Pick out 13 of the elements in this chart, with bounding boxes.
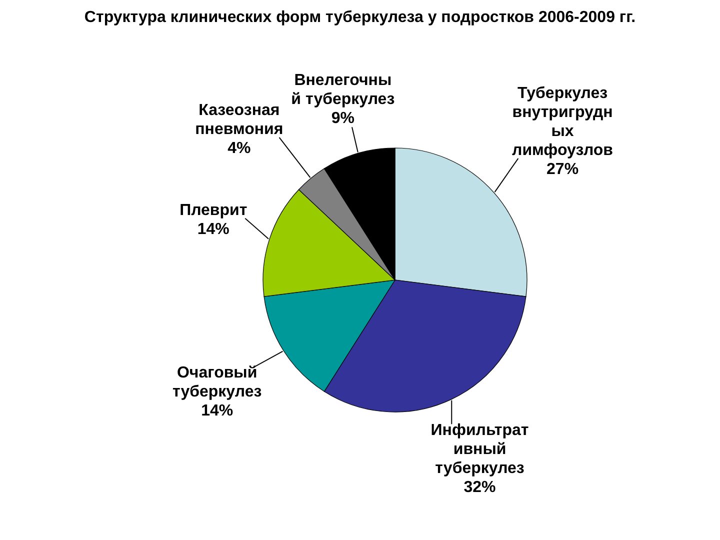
data-label: 14% [201,402,234,420]
data-label: 27% [546,160,579,178]
data-label: 4% [228,140,251,157]
data-label: 9% [331,110,354,128]
slice-label: Плеврит [180,202,248,219]
slice-label: Внелегочны й туберкулез [291,72,395,108]
slice-label: Инфильтрат ивный туберкулез [430,422,529,478]
data-label: 14% [197,220,230,238]
slice-label: Очаговый туберкулез [172,364,262,400]
slice-label: Туберкулез внутригрудн ых лимфоузлов [512,84,614,159]
chart-title: Структура клинических форм туберкулеза у подростков 2006-2009 гг. [84,9,636,26]
slice-label: Казеозная пневмония [195,102,284,138]
data-label: 32% [464,479,496,496]
